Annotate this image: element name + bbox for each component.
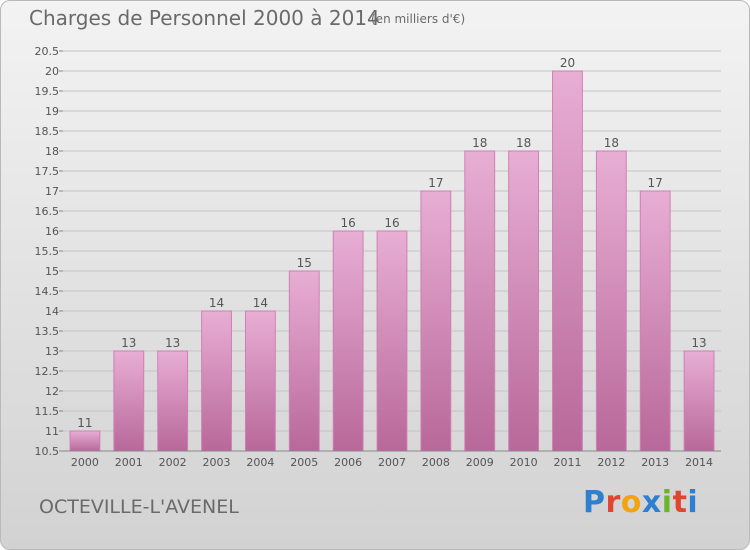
- y-tick-label: 18: [45, 145, 59, 158]
- bar-2000: [69, 430, 101, 452]
- data-label: 18: [472, 136, 487, 150]
- y-tick-label: 12: [45, 385, 59, 398]
- logo-letter: x: [641, 485, 662, 520]
- logo-letter: t: [672, 485, 688, 520]
- y-tick-label: 20: [45, 65, 59, 78]
- y-axis-ticks: 10.5 11 11.5 12 12.5 13 13.5 14 14.5 15 15.5 16 16.5…: [35, 45, 63, 458]
- x-tick-label: 2007: [378, 456, 406, 469]
- bar-2014: [683, 350, 715, 452]
- data-label: 16: [384, 216, 399, 230]
- x-tick-label: 2005: [290, 456, 318, 469]
- x-tick-label: 2004: [246, 456, 274, 469]
- x-tick-label: 2013: [641, 456, 669, 469]
- data-label: 16: [340, 216, 355, 230]
- x-tick-label: 2010: [510, 456, 538, 469]
- y-tick-label: 16: [45, 225, 59, 238]
- x-tick-label: 2012: [597, 456, 625, 469]
- y-tick-label: 16.5: [35, 205, 60, 218]
- data-label: 13: [691, 336, 706, 350]
- logo-letter: o: [620, 485, 642, 520]
- chart-title: Charges de Personnel 2000 à 2014: [29, 6, 380, 30]
- data-label: 18: [604, 136, 619, 150]
- logo-letter: i: [687, 485, 699, 520]
- data-label: 17: [648, 176, 663, 190]
- bar-2001: [113, 350, 145, 452]
- y-tick-label: 14.5: [35, 285, 60, 298]
- y-tick-label: 19: [45, 105, 59, 118]
- bar-2009: [464, 150, 496, 452]
- bars: [69, 70, 715, 452]
- x-tick-label: 2014: [685, 456, 713, 469]
- x-tick-label: 2011: [553, 456, 581, 469]
- bar-2011: [552, 70, 583, 452]
- y-tick-label: 13.5: [35, 325, 60, 338]
- commune-name: OCTEVILLE-L'AVENEL: [39, 496, 239, 518]
- data-label: 15: [297, 256, 312, 270]
- y-tick-label: 13: [45, 345, 59, 358]
- data-label: 11: [77, 416, 92, 430]
- y-tick-label: 17: [45, 185, 59, 198]
- bar-2006: [332, 230, 364, 452]
- bar-2004: [244, 310, 276, 452]
- x-tick-label: 2003: [203, 456, 231, 469]
- data-label: 18: [516, 136, 531, 150]
- data-label: 20: [560, 56, 575, 70]
- x-tick-label: 2008: [422, 456, 450, 469]
- y-tick-label: 19.5: [35, 85, 60, 98]
- logo-letter: i: [661, 485, 673, 520]
- y-tick-label: 11: [45, 425, 59, 438]
- x-axis-ticks: 2000 2001 2002 2003 2004 2005 2006 2007 2008 2009…: [71, 456, 713, 469]
- bar-2010: [508, 150, 540, 452]
- data-label: 13: [165, 336, 180, 350]
- bar-2008: [420, 190, 452, 452]
- x-tick-label: 2009: [466, 456, 494, 469]
- data-labels: 11 13 13 14 14 15 16 16 17 18 18 20 18 17 13: [77, 56, 706, 430]
- x-tick-label: 2001: [115, 456, 143, 469]
- x-tick-label: 2000: [71, 456, 99, 469]
- data-label: 17: [428, 176, 443, 190]
- y-tick-label: 15.5: [35, 245, 60, 258]
- proxiti-logo: Proxiti: [583, 485, 698, 520]
- data-label: 14: [209, 296, 224, 310]
- y-tick-label: 12.5: [35, 365, 60, 378]
- y-tick-label: 17.5: [35, 165, 60, 178]
- bar-2007: [376, 230, 408, 452]
- logo-letter: P: [583, 485, 606, 520]
- data-label: 14: [253, 296, 268, 310]
- bar-2002: [157, 350, 189, 452]
- bar-2005: [288, 270, 320, 452]
- logo-letter: r: [605, 485, 621, 520]
- y-tick-label: 11.5: [35, 405, 60, 418]
- y-tick-label: 10.5: [35, 445, 60, 458]
- y-tick-label: 15: [45, 265, 59, 278]
- x-tick-label: 2002: [159, 456, 187, 469]
- y-tick-label: 18.5: [35, 125, 60, 138]
- y-tick-label: 20.5: [35, 45, 60, 58]
- bar-2013: [639, 190, 671, 452]
- data-label: 13: [121, 336, 136, 350]
- chart-subtitle: (en milliers d'€): [371, 12, 466, 26]
- x-tick-label: 2006: [334, 456, 362, 469]
- bar-2003: [201, 310, 232, 452]
- bar-2012: [595, 150, 627, 452]
- y-tick-label: 14: [45, 305, 59, 318]
